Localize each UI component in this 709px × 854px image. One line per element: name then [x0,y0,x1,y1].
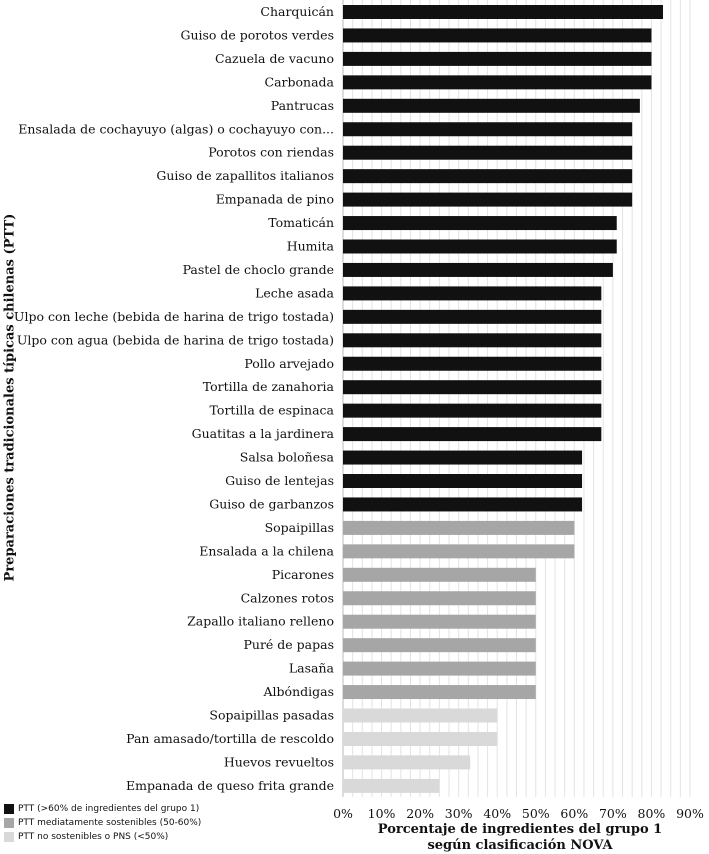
bar [343,403,602,418]
bar [343,192,633,207]
x-tick-label: 10% [368,806,396,821]
bar [343,356,602,371]
category-label: Empanada de pino [216,192,334,207]
bar [343,520,575,535]
bar [343,708,498,723]
x-axis-label: Porcentaje de ingredientes del grupo 1 s… [377,822,663,853]
bar [343,98,640,113]
bar [343,614,536,629]
x-tick-label: 90% [676,806,704,821]
category-label: Calzones rotos [241,590,334,605]
bar [343,544,575,559]
x-tick-label: 80% [638,806,666,821]
bar [343,239,617,254]
category-label: Tortilla de espinaca [210,403,335,418]
x-tick-label: 60% [560,806,588,821]
legend: PTT (>60% de ingredientes del grupo 1) P… [4,802,201,844]
bar [343,51,652,66]
category-label: Sopaipillas pasadas [209,708,334,723]
category-label: Empanada de queso frita grande [126,778,334,793]
bar [343,685,536,700]
bar [343,262,613,277]
x-tick-label: 50% [522,806,550,821]
category-label: Salsa boloñesa [240,450,335,465]
x-tick-label: 40% [483,806,511,821]
bar [343,731,498,746]
category-label: Puré de papas [243,637,334,652]
category-label: Pastel de choclo grande [183,262,334,277]
bar [343,333,602,348]
x-tick-label: 20% [406,806,434,821]
bar [343,567,536,582]
category-label: Picarones [272,567,334,582]
category-label: Charquicán [260,4,334,19]
category-label: Porotos con riendas [208,145,334,160]
bar [343,778,440,793]
bar [343,755,471,770]
category-label: Guiso de lentejas [225,473,334,488]
legend-label-high: PTT (>60% de ingredientes del grupo 1) [18,804,200,814]
bar [343,497,583,512]
x-tick-label: 0% [333,806,353,821]
bar [343,28,652,43]
x-tick-label: 30% [445,806,473,821]
category-label: Ensalada a la chilena [199,543,334,558]
legend-item-medium: PTT mediatamente sostenibles (50-60%) [4,816,201,830]
category-label: Humita [287,239,335,254]
bar [343,450,583,465]
bar [343,591,536,606]
bar [343,122,633,137]
category-label: Guatitas a la jardinera [192,426,335,441]
category-label: Albóndigas [263,684,334,699]
category-label: Guiso de zapallitos italianos [156,168,334,183]
category-label: Ensalada de cochayuyo (algas) o cochayuy… [18,121,334,136]
bar [343,169,633,184]
bar [343,638,536,653]
category-label: Ulpo con leche (bebida de harina de trig… [14,309,334,324]
category-label: Carbonada [265,74,335,89]
category-label: Tomaticán [268,215,334,230]
category-label: Tortilla de zanahoria [203,379,335,394]
category-label: Zapallo italiano relleno [187,614,334,629]
category-label: Huevos revueltos [224,754,334,769]
category-label: Sopaipillas [265,520,334,535]
legend-swatch-medium [4,818,14,828]
bar [343,75,652,90]
bar [343,145,633,160]
bar [343,286,602,301]
legend-label-low: PTT no sostenibles o PNS (<50%) [18,832,169,842]
y-axis-label: Preparaciones tradicionales típicas chil… [2,213,18,582]
bar [343,216,617,231]
bar [343,474,583,488]
x-tick-label: 70% [599,806,627,821]
bar [343,427,602,442]
legend-label-medium: PTT mediatamente sostenibles (50-60%) [18,818,202,828]
legend-item-low: PTT no sostenibles o PNS (<50%) [4,830,201,844]
category-label: Ulpo con agua (bebida de harina de trigo… [17,332,334,347]
category-label: Lasaña [289,661,335,676]
category-label: Pollo arvejado [244,356,334,371]
bar [343,309,602,324]
bar [343,5,664,19]
category-label: Guiso de garbanzos [209,496,334,511]
bar [343,380,602,395]
legend-item-high: PTT (>60% de ingredientes del grupo 1) [4,802,201,816]
category-label: Pan amasado/tortilla de rescoldo [126,731,334,746]
legend-swatch-low [4,832,14,842]
category-label: Cazuela de vacuno [215,51,334,66]
bar [343,661,536,676]
category-label: Leche asada [255,285,334,300]
category-label: Guiso de porotos verdes [180,27,334,42]
category-label: Pantrucas [271,98,334,113]
legend-swatch-high [4,804,14,814]
